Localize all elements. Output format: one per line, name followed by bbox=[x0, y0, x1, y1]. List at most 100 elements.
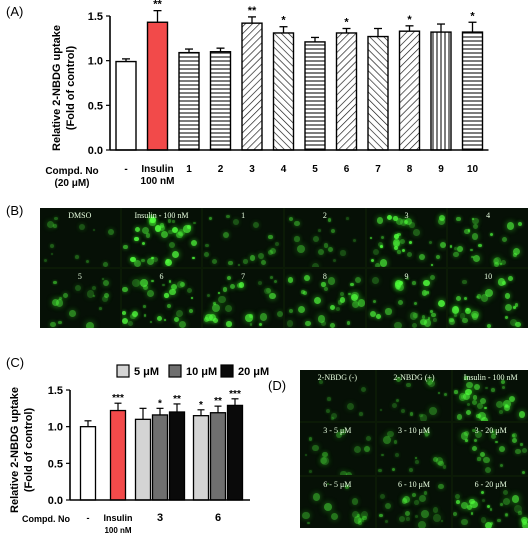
micrograph-b-fluorescent-cell bbox=[213, 318, 218, 324]
micrograph-b-fluorescent-cell bbox=[55, 299, 64, 307]
micrograph-b-fluorescent-cell bbox=[372, 299, 376, 304]
micrograph-b-fluorescent-cell bbox=[327, 277, 336, 285]
micrograph-b-fluorescent-cell bbox=[174, 316, 180, 322]
micrograph-b-fluorescent-cell bbox=[228, 260, 233, 266]
micrograph-b-fluorescent-cell bbox=[212, 258, 218, 265]
micrograph-b-fluorescent-cell bbox=[151, 279, 154, 283]
micrograph-b-fluorescent-cell bbox=[348, 292, 351, 296]
micrograph-d-fluorescent-cell bbox=[480, 452, 486, 458]
micrograph-d-fluorescent-cell bbox=[414, 456, 418, 460]
micrograph-d-fluorescent-cell bbox=[351, 498, 358, 505]
micrograph-b-fluorescent-cell bbox=[401, 248, 405, 252]
micrograph-b-tile: 4 bbox=[448, 208, 528, 267]
micrograph-b-fluorescent-cell bbox=[429, 275, 435, 281]
chart-c-bar bbox=[79, 426, 97, 501]
micrograph-b-fluorescent-cell bbox=[167, 219, 172, 223]
micrograph-b-tile: DMSO bbox=[40, 208, 120, 267]
micrograph-b-tile-label: 2 bbox=[322, 211, 327, 220]
chart-c-significance: ** bbox=[214, 396, 222, 407]
micrograph-d-fluorescent-cell bbox=[327, 397, 331, 401]
chart-a-significance: * bbox=[470, 10, 475, 22]
chart-c-significance: * bbox=[199, 400, 203, 411]
micrograph-b-fluorescent-cell bbox=[74, 284, 81, 291]
micrograph-d-fluorescent-cell bbox=[500, 379, 506, 385]
micrograph-b-fluorescent-cell bbox=[331, 229, 336, 234]
micrograph-d-fluorescent-cell bbox=[347, 403, 355, 411]
micrograph-d-tile: 2-NBDG (+) bbox=[376, 370, 452, 422]
micrograph-b-fluorescent-cell bbox=[172, 250, 180, 258]
micrograph-d-fluorescent-cell bbox=[514, 504, 523, 513]
chart-a-x-tick-label: Insulin bbox=[141, 164, 173, 175]
micrograph-b-fluorescent-cell bbox=[376, 314, 382, 320]
micrograph-b-fluorescent-cell bbox=[357, 299, 365, 307]
micrograph-d-fluorescent-cell bbox=[353, 516, 362, 525]
micrograph-d-fluorescent-cell bbox=[503, 489, 509, 495]
chart-c-bar bbox=[192, 415, 210, 501]
micrograph-d-fluorescent-cell bbox=[432, 457, 438, 463]
micrograph-b-fluorescent-cell bbox=[462, 279, 467, 285]
micrograph-b-fluorescent-cell bbox=[192, 221, 196, 225]
chart-a-y-tick-label: 1.5 bbox=[88, 11, 103, 23]
micrograph-d-fluorescent-cell bbox=[490, 521, 494, 525]
micrograph-b-tile-label: 5 bbox=[77, 272, 82, 281]
micrograph-b-fluorescent-cell bbox=[437, 299, 446, 308]
micrograph-b-fluorescent-cell bbox=[409, 222, 415, 228]
micrograph-b-fluorescent-cell bbox=[311, 262, 320, 267]
micrograph-d-fluorescent-cell bbox=[468, 498, 475, 505]
micrograph-b-fluorescent-cell bbox=[409, 241, 413, 244]
micrograph-b-fluorescent-cell bbox=[205, 244, 209, 248]
micrograph-b-fluorescent-cell bbox=[175, 309, 184, 318]
micrograph-d-fluorescent-cell bbox=[379, 408, 382, 412]
micrograph-b-fluorescent-cell bbox=[177, 281, 184, 288]
chart-a-bar bbox=[304, 41, 326, 151]
micrograph-d-fluorescent-cell bbox=[443, 392, 447, 397]
micrograph-d-fluorescent-cell bbox=[330, 417, 334, 421]
micrograph-d-fluorescent-cell bbox=[362, 515, 367, 520]
micrograph-d-fluorescent-cell bbox=[477, 403, 484, 410]
micrograph-d-fluorescent-cell bbox=[481, 498, 485, 502]
micrograph-b-fluorescent-cell bbox=[134, 226, 141, 233]
micrograph-b-fluorescent-cell bbox=[451, 306, 460, 314]
micrograph-b-fluorescent-cell bbox=[147, 290, 154, 298]
micrograph-d-fluorescent-cell bbox=[472, 428, 476, 433]
micrograph-b-fluorescent-cell bbox=[217, 292, 221, 295]
chart-c-significance: *** bbox=[112, 393, 124, 404]
micrograph-b-fluorescent-cell bbox=[518, 222, 523, 227]
chart-c-y-tick-label: 0.5 bbox=[48, 458, 63, 470]
chart-a-x-tick-label: 2 bbox=[218, 164, 224, 175]
micrograph-b-fluorescent-cell bbox=[478, 243, 483, 248]
micrograph-b-fluorescent-cell bbox=[164, 293, 169, 298]
micrograph-d-fluorescent-cell bbox=[458, 393, 467, 402]
micrograph-b-fluorescent-cell bbox=[472, 223, 478, 229]
micrograph-d-fluorescent-cell bbox=[480, 517, 487, 523]
chart-c-bar bbox=[109, 409, 127, 501]
micrograph-b-tile-label: 10 bbox=[484, 272, 493, 281]
micrograph-d-fluorescent-cell bbox=[414, 500, 420, 505]
micrograph-b-fluorescent-cell bbox=[514, 303, 519, 307]
micrograph-b-fluorescent-cell bbox=[213, 301, 217, 305]
micrograph-b-fluorescent-cell bbox=[133, 259, 141, 267]
micrograph-d-fluorescent-cell bbox=[511, 495, 520, 504]
micrograph-d-fluorescent-cell bbox=[521, 447, 528, 454]
micrograph-b-fluorescent-cell bbox=[471, 233, 479, 240]
micrograph-b-fluorescent-cell bbox=[51, 253, 54, 256]
micrograph-b-fluorescent-cell bbox=[303, 275, 310, 281]
micrograph-b-fluorescent-cell bbox=[156, 315, 162, 322]
micrograph-b-fluorescent-cell bbox=[374, 262, 380, 267]
micrograph-d-fluorescent-cell bbox=[387, 430, 394, 438]
chart-a-bar bbox=[146, 21, 169, 151]
micrograph-b-fluorescent-cell bbox=[437, 218, 445, 226]
micrograph-b-fluorescent-cell bbox=[122, 318, 129, 325]
micrograph-b-fluorescent-cell bbox=[44, 258, 48, 262]
micrograph-d-fluorescent-cell bbox=[365, 436, 371, 442]
micrograph-d-fluorescent-cell bbox=[438, 391, 441, 394]
micrograph-grid-b: DMSO Insulin - 100 nM 1 2 3 4 5 6 7 8 9 10 bbox=[40, 208, 528, 328]
chart-a-x-tick-label: 10 bbox=[467, 164, 479, 175]
micrograph-b-fluorescent-cell bbox=[353, 239, 357, 243]
micrograph-b-fluorescent-cell bbox=[449, 319, 456, 326]
micrograph-d-fluorescent-cell bbox=[438, 483, 444, 490]
micrograph-b-fluorescent-cell bbox=[166, 303, 172, 309]
micrograph-d-fluorescent-cell bbox=[384, 502, 391, 509]
micrograph-d-fluorescent-cell bbox=[351, 510, 359, 518]
micrograph-b-tile-label: Insulin - 100 nM bbox=[134, 211, 189, 220]
